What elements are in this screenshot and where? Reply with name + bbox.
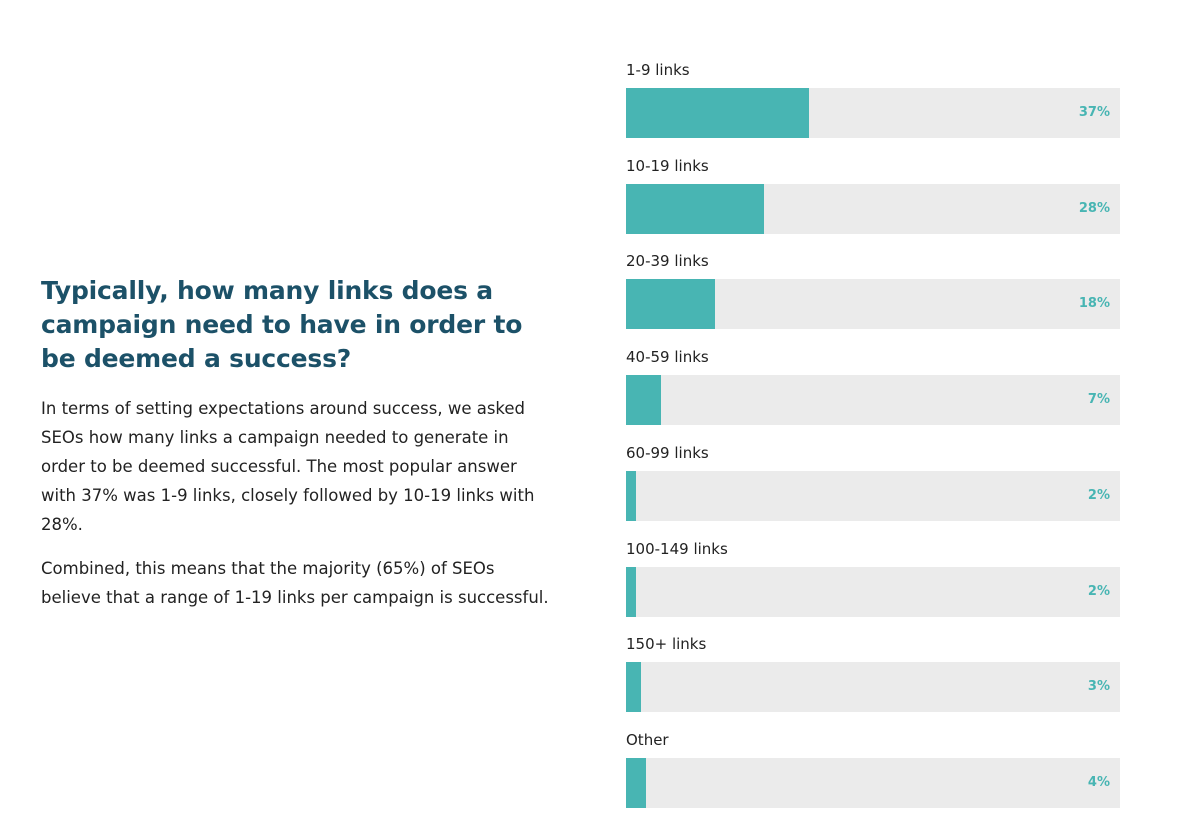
bar-track: 7% xyxy=(626,375,1120,426)
bar-track: 28% xyxy=(626,183,1120,234)
bar xyxy=(626,566,636,617)
question-heading: Typically, how many links does a campaig… xyxy=(41,276,523,373)
bar-track: 4% xyxy=(626,757,1120,808)
bar-category-label: 20-39 links xyxy=(626,252,709,271)
bar-category-label: 60-99 links xyxy=(626,443,709,462)
bar-category-label: 100-149 links xyxy=(626,539,728,558)
bar-value-label: 28% xyxy=(1078,200,1110,216)
bar-value-label: 7% xyxy=(1087,392,1110,408)
bar-value-label: 2% xyxy=(1087,487,1110,503)
bar-group: 1-9 links 37% xyxy=(626,60,1120,140)
bar xyxy=(626,757,646,808)
bar xyxy=(626,88,809,138)
body-paragraph-2: Combined, this means that the majority (… xyxy=(41,559,549,607)
bar-group: 60-99 links 2% xyxy=(626,443,1120,523)
bar-group: 100-149 links 2% xyxy=(626,539,1120,619)
bar-group: 40-59 links 7% xyxy=(626,347,1120,427)
bar-group: 20-39 links 18% xyxy=(626,251,1120,331)
bar xyxy=(626,183,765,234)
bar xyxy=(626,375,661,426)
bar-track: 18% xyxy=(626,279,1120,330)
bar-track: 37% xyxy=(626,88,1120,138)
bar-value-label: 37% xyxy=(1078,105,1110,120)
bar-group: 10-19 links 28% xyxy=(626,156,1120,236)
bar-track: 2% xyxy=(626,566,1120,617)
bar xyxy=(626,470,636,521)
bar-track: 2% xyxy=(626,470,1120,521)
bar-category-label: 40-59 links xyxy=(626,348,709,367)
bar-track: 3% xyxy=(626,662,1120,713)
bar-value-label: 3% xyxy=(1087,679,1110,695)
horizontal-bar-chart: 1-9 links 37% 10-19 links 28% 20-39 links 18%… xyxy=(626,60,1120,820)
bar-category-label: Other xyxy=(626,730,669,749)
bar-value-label: 2% xyxy=(1087,583,1110,599)
bar xyxy=(626,279,715,330)
bar-category-label: 10-19 links xyxy=(626,156,709,175)
text-panel: Typically, how many links does a campaig… xyxy=(41,274,551,612)
bar-value-label: 4% xyxy=(1087,774,1110,790)
bar xyxy=(626,662,641,713)
bar-category-label: 1-9 links xyxy=(626,61,690,79)
bar-value-label: 18% xyxy=(1078,296,1110,312)
bar-group: 150+ links 3% xyxy=(626,634,1120,714)
body-paragraph-1: In terms of setting expectations around … xyxy=(41,399,535,534)
bar-category-label: 150+ links xyxy=(626,635,707,654)
bar-group: Other 4% xyxy=(626,730,1120,810)
